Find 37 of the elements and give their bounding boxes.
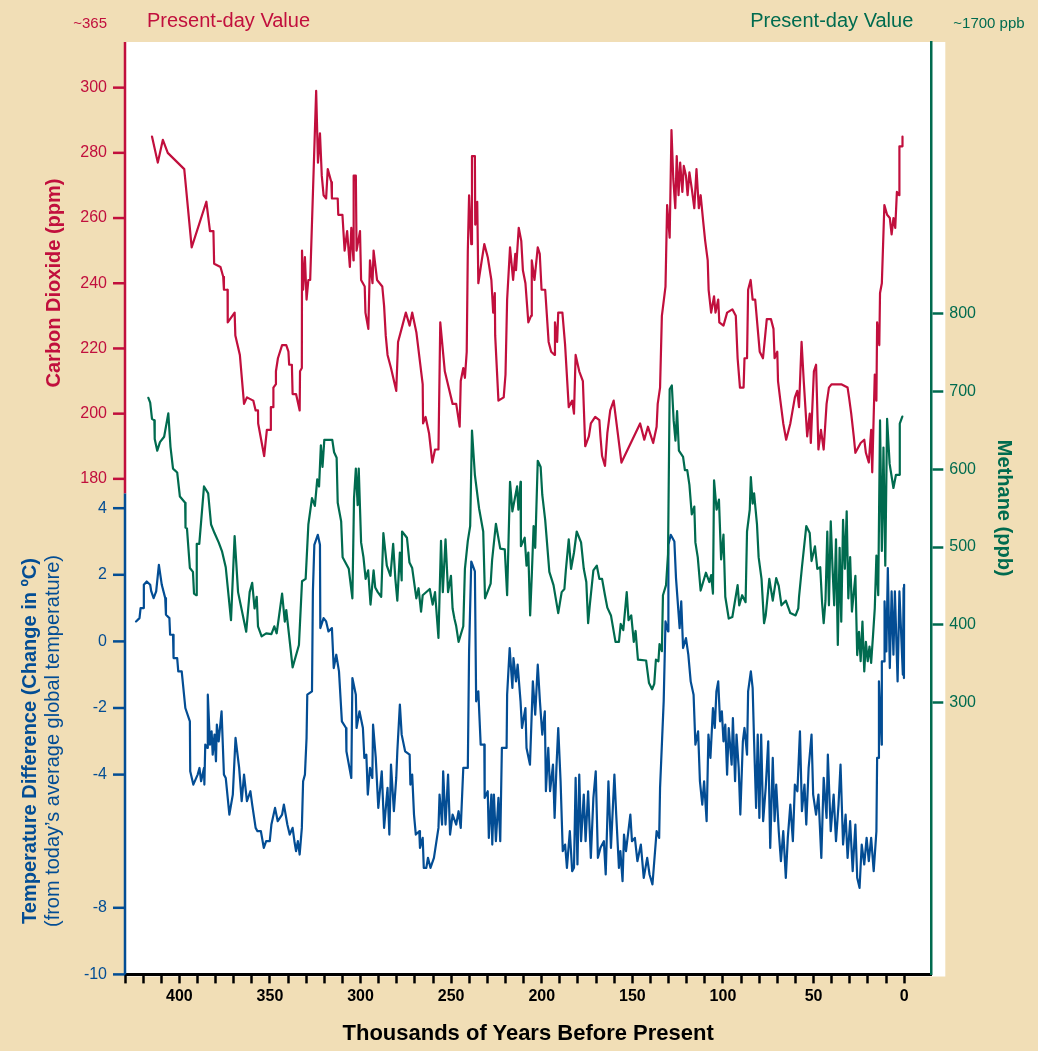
x-tick-label: 300: [347, 987, 374, 1005]
y3-tick-label: -2: [92, 698, 108, 716]
y3-tick-label: -4: [92, 765, 108, 783]
y3-tick-label: 2: [98, 565, 108, 583]
y2-tick-label: 400: [949, 615, 977, 633]
y-tick-label: 280: [80, 143, 108, 161]
y-tick-label: 300: [80, 78, 108, 96]
text: Present-day Value: [750, 9, 914, 31]
y2-tick-label: 500: [949, 537, 977, 555]
y-tick-label: 240: [80, 273, 108, 291]
x-tick-label: 400: [166, 987, 193, 1005]
text: ~365: [73, 14, 107, 31]
y3-tick-label: -8: [92, 898, 108, 916]
y2-tick-label: 600: [949, 459, 977, 477]
x-tick-label: 350: [256, 987, 284, 1005]
y-tick-label: 220: [80, 338, 108, 356]
y2-axis-title: Methane (ppb): [994, 439, 1017, 577]
y2-tick-label: 700: [949, 382, 977, 400]
x-tick-label: 150: [618, 987, 646, 1005]
text: ~1700 ppb: [953, 14, 1025, 31]
x-tick-label: 0: [899, 987, 909, 1005]
x-tick-label: 100: [709, 987, 737, 1005]
x-tick-label: 250: [437, 987, 465, 1005]
x-tick-label: 50: [804, 987, 823, 1005]
y2-tick-label: 800: [949, 304, 977, 322]
y3-tick-label: 0: [98, 631, 108, 649]
y-axis-title: Carbon Dioxide (ppm): [41, 178, 65, 388]
y-tick-label: 260: [80, 208, 108, 226]
x-axis-title: Thousands of Years Before Present: [342, 1019, 715, 1045]
y-tick-label: 200: [80, 404, 108, 422]
y2-tick-label: 300: [949, 692, 977, 710]
text: Present-day Value: [147, 9, 311, 31]
y3-axis-title: Temperature Difference (Change in ºC) (from today’s average global temperature): [18, 555, 64, 928]
y3-tick-label: 4: [98, 498, 108, 516]
y-tick-label: 180: [80, 469, 108, 487]
x-tick-label: 200: [528, 987, 556, 1005]
y3-tick-label: -10: [83, 964, 108, 982]
